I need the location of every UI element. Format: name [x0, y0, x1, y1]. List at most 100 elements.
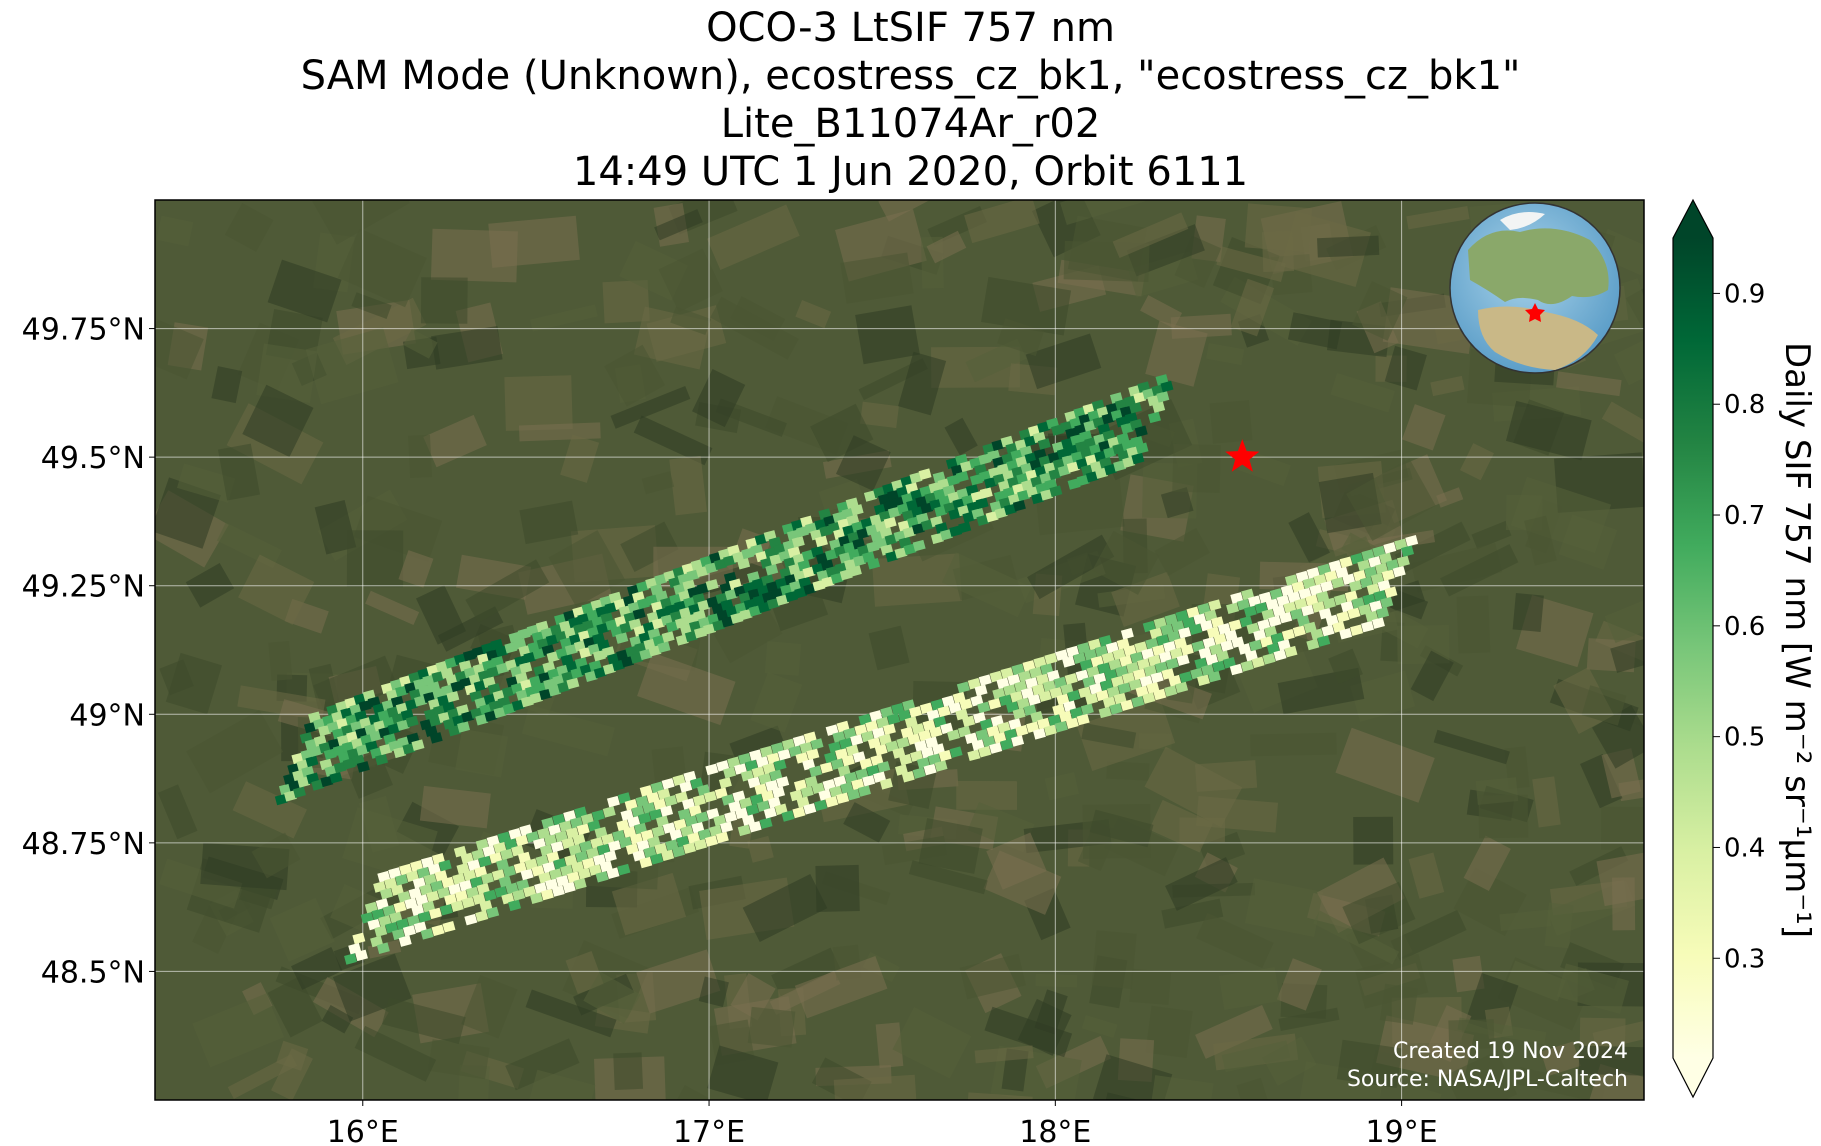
sif-pixel	[483, 889, 497, 902]
sif-pixel	[955, 708, 969, 721]
sif-pixel	[1305, 594, 1319, 606]
sif-pixel	[511, 699, 525, 711]
sif-pixel	[1046, 669, 1060, 682]
sif-pixel	[794, 586, 808, 599]
basemap-patch	[346, 530, 404, 588]
sif-pixel	[1116, 638, 1130, 650]
sif-pixel	[1137, 658, 1151, 670]
sif-pixel	[388, 867, 402, 879]
sif-pixel	[618, 836, 632, 849]
sif-pixel	[462, 649, 476, 662]
sif-pixel	[941, 695, 955, 707]
sif-pixel	[1134, 641, 1148, 653]
sif-pixel	[812, 579, 826, 592]
basemap-patch	[1581, 685, 1627, 726]
sif-pixel	[970, 694, 984, 707]
basemap-patch	[408, 434, 433, 479]
sif-pixel	[979, 487, 993, 499]
basemap-patch	[560, 434, 600, 483]
sif-pixel	[887, 506, 901, 519]
sif-pixel	[651, 825, 665, 838]
sif-pixel	[283, 790, 297, 802]
sif-pixel	[516, 878, 530, 891]
basemap-patch	[810, 403, 874, 463]
sif-pixel	[1044, 652, 1058, 665]
sif-pixel	[979, 718, 993, 731]
sif-pixel	[1051, 424, 1065, 436]
sif-pixel	[705, 579, 719, 591]
sif-pixel	[450, 900, 464, 912]
sif-pixel	[1059, 710, 1072, 723]
basemap-patch	[521, 705, 615, 757]
sif-pixel	[1385, 559, 1399, 571]
sif-pixel	[404, 897, 418, 910]
sif-pixel	[410, 860, 424, 872]
sif-pixel	[1000, 738, 1014, 751]
sif-pixel	[774, 803, 788, 816]
sif-pixel	[1062, 656, 1076, 668]
sif-pixel	[579, 840, 593, 853]
sif-pixel	[274, 793, 288, 806]
sif-pixel	[971, 739, 985, 751]
sif-pixel	[1119, 655, 1133, 667]
sif-pixel	[1272, 605, 1286, 617]
sif-pixel	[428, 907, 442, 920]
basemap-patch	[1330, 372, 1395, 413]
sif-pixel	[1344, 590, 1358, 602]
sif-pixel	[927, 753, 941, 766]
sif-pixel	[901, 770, 915, 783]
sif-pixel	[801, 549, 815, 562]
sif-pixel	[1193, 613, 1207, 625]
sif-pixel	[959, 698, 973, 711]
basemap-patch	[354, 1025, 437, 1082]
sif-pixel	[647, 836, 661, 848]
sif-pixel	[991, 439, 1005, 451]
sif-pixel	[590, 836, 604, 849]
basemap-patch	[156, 215, 194, 247]
sif-pixel	[293, 786, 306, 799]
sif-pixel	[757, 601, 771, 614]
basemap-patch	[268, 640, 293, 682]
sif-pixel	[1273, 649, 1287, 661]
sif-pixel	[1384, 586, 1398, 598]
sif-pixel	[478, 855, 492, 868]
basemap-patch	[1044, 772, 1079, 801]
sif-pixel	[434, 870, 448, 882]
sif-pixel	[364, 901, 378, 914]
basemap-patch	[1278, 1007, 1340, 1031]
basemap-patch	[1471, 520, 1512, 550]
sif-pixel	[661, 631, 675, 643]
sif-pixel	[423, 873, 437, 886]
sif-pixel	[683, 770, 697, 783]
sif-pixel	[990, 715, 1004, 727]
sif-pixel	[832, 731, 846, 743]
sif-pixel	[596, 622, 610, 635]
sif-pixel	[825, 795, 839, 808]
map-area[interactable]: Created 19 Nov 2024 Source: NASA/JPL-Cal…	[141, 160, 1725, 1142]
basemap-patch	[1165, 857, 1238, 911]
sif-pixel	[1161, 668, 1175, 680]
basemap-patch	[636, 949, 721, 1014]
sif-pixel	[323, 748, 337, 760]
sif-pixel	[1146, 682, 1160, 694]
sif-pixel	[1016, 697, 1030, 710]
sif-pixel	[399, 863, 413, 876]
sif-pixel	[515, 834, 529, 847]
basemap-patch	[965, 338, 1027, 383]
sif-pixel	[648, 645, 662, 657]
colorbar-tick-label: 0.3	[1724, 944, 1765, 974]
y-tick-label: 49.25°N	[22, 570, 145, 605]
sif-pixel	[1063, 700, 1077, 712]
sif-pixel	[1261, 608, 1275, 621]
sif-pixel	[634, 822, 648, 835]
sif-pixel	[1090, 655, 1104, 668]
sif-pixel	[912, 767, 926, 779]
sif-pixel	[918, 729, 932, 742]
basemap-patch	[351, 292, 392, 319]
sif-pixel	[758, 773, 772, 785]
sif-pixel	[572, 833, 586, 846]
sif-pixel	[1049, 686, 1063, 699]
sif-pixel	[534, 882, 548, 894]
sif-pixel	[815, 535, 828, 548]
sif-pixel	[1240, 660, 1254, 672]
